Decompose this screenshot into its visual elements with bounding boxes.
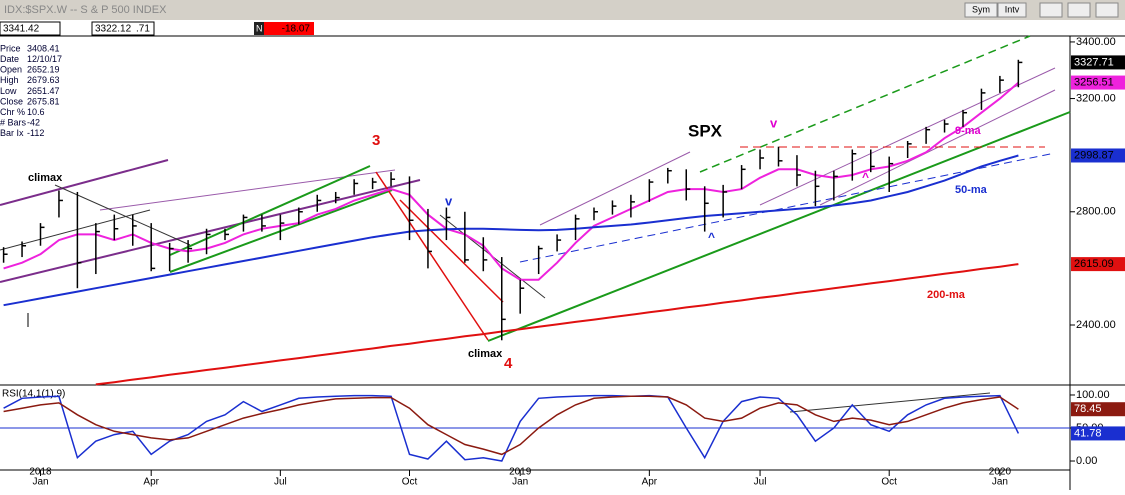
- year-label: 2018: [29, 467, 52, 478]
- x-tick-label: Jul: [754, 477, 767, 488]
- info-value: 12/10/17: [27, 54, 62, 64]
- value-tag-label: 78.45: [1074, 403, 1102, 415]
- annotation: v: [770, 115, 778, 130]
- value-tag: [1071, 426, 1125, 441]
- sym-button[interactable]: [964, 2, 998, 18]
- info-label: Date: [0, 54, 19, 64]
- info-label: Low: [0, 86, 17, 96]
- annotation: ^: [708, 230, 715, 244]
- value-tag: [1071, 55, 1125, 70]
- sym-label: Sym: [972, 4, 990, 14]
- field: .71: [136, 24, 150, 35]
- x-tick-label: Apr: [143, 477, 159, 488]
- info-label: Open: [0, 65, 22, 75]
- annotation: v: [445, 193, 453, 208]
- rsi-tick-label: 100.00: [1076, 389, 1110, 401]
- x-tick-label: Jan: [512, 477, 528, 488]
- x-tick-label: Oct: [402, 477, 418, 488]
- annotation: climax: [468, 348, 503, 360]
- info-value: 2652.19: [27, 65, 60, 75]
- info-panel: Price 3408.41 Date 12/10/17 Open 2652.19 High 2…: [0, 43, 62, 138]
- trend-line: [375, 171, 489, 341]
- annotation: ^: [862, 170, 869, 184]
- rsi-tick-label: 0.00: [1076, 455, 1097, 467]
- year-label: 2020: [989, 467, 1012, 478]
- window-title: IDX:$SPX.W -- S & P 500 INDEX: [4, 4, 167, 16]
- info-value: 2651.47: [27, 86, 60, 96]
- value-tag: [1071, 257, 1125, 272]
- moving-average: [3, 154, 1019, 307]
- x-tick-label: Jul: [274, 477, 287, 488]
- trend-line: [759, 67, 1056, 206]
- info-value: 2675.81: [27, 96, 60, 106]
- maximize-button[interactable]: [1067, 2, 1091, 18]
- annotation: 200-ma: [927, 289, 966, 301]
- title-bar: [0, 0, 1125, 20]
- info-value: 2679.63: [27, 75, 60, 85]
- info-label: Price: [0, 43, 21, 53]
- info-label: Bar Ix: [0, 128, 24, 138]
- x-tick-label: Jan: [992, 477, 1008, 488]
- trend-line: [0, 179, 421, 283]
- trend-line: [539, 151, 691, 226]
- trend-line: [0, 209, 151, 251]
- intv-label: Intv: [1005, 4, 1020, 14]
- info-label: Close: [0, 96, 23, 106]
- value-tag-label: 2615.09: [1074, 258, 1114, 270]
- info-value: 3408.41: [27, 43, 60, 53]
- change-box: [264, 22, 314, 35]
- field-box: [0, 21, 61, 36]
- trend-line: [487, 111, 1071, 342]
- info-label: High: [0, 75, 19, 85]
- rsi-line: [3, 395, 1019, 456]
- info-label: Chr %: [0, 107, 25, 117]
- trend-lines: [0, 35, 1071, 413]
- trend-line: [169, 165, 371, 256]
- trend-line: [789, 392, 991, 413]
- annotation: 50-ma: [955, 184, 988, 196]
- info-value: -112: [27, 128, 44, 138]
- trend-line: [699, 35, 1031, 173]
- info-label: # Bars: [0, 118, 27, 128]
- trend-line: [0, 159, 169, 206]
- moving-average: [95, 263, 1019, 386]
- trend-line: [399, 199, 504, 303]
- y-tick-label: 2800.00: [1076, 206, 1116, 218]
- y-tick-label: 3400.00: [1076, 36, 1116, 48]
- flag: N: [256, 23, 263, 33]
- value-tag-label: 3256.51: [1074, 76, 1114, 88]
- value-tag-label: 41.78: [1074, 427, 1102, 439]
- x-tick-label: Oct: [881, 477, 897, 488]
- y-tick-label: 2400.00: [1076, 319, 1116, 331]
- annotation: 9-ma: [955, 125, 982, 137]
- year-label: 2019: [509, 467, 532, 478]
- value-tag: [1071, 148, 1125, 163]
- trend-line: [99, 169, 396, 211]
- field: 3322.12: [95, 24, 132, 35]
- value-tag-label: 3327.71: [1074, 56, 1114, 68]
- rsi-label: RSI(14,1(1),9): [2, 389, 65, 400]
- field: 3341.42: [3, 24, 40, 35]
- x-tick-label: Apr: [642, 477, 658, 488]
- annotation: SPX: [688, 121, 723, 140]
- minimize-button[interactable]: [1039, 2, 1063, 18]
- value-tag-label: 2998.87: [1074, 149, 1114, 161]
- info-value: 10.6: [27, 107, 45, 117]
- annotation: climax: [28, 172, 63, 184]
- y-tick-label: 3200.00: [1076, 92, 1116, 104]
- annotation: 3: [372, 132, 380, 149]
- x-tick-label: Jan: [32, 477, 48, 488]
- annotation: 4: [504, 355, 513, 372]
- info-value: -42: [27, 118, 40, 128]
- flag-box: [254, 22, 264, 35]
- intv-button[interactable]: [997, 2, 1027, 18]
- value-tag: [1071, 75, 1125, 90]
- close-button[interactable]: [1095, 2, 1119, 18]
- value-tag: [1071, 402, 1125, 417]
- change: -18.07: [282, 24, 311, 35]
- field-box: [91, 21, 155, 36]
